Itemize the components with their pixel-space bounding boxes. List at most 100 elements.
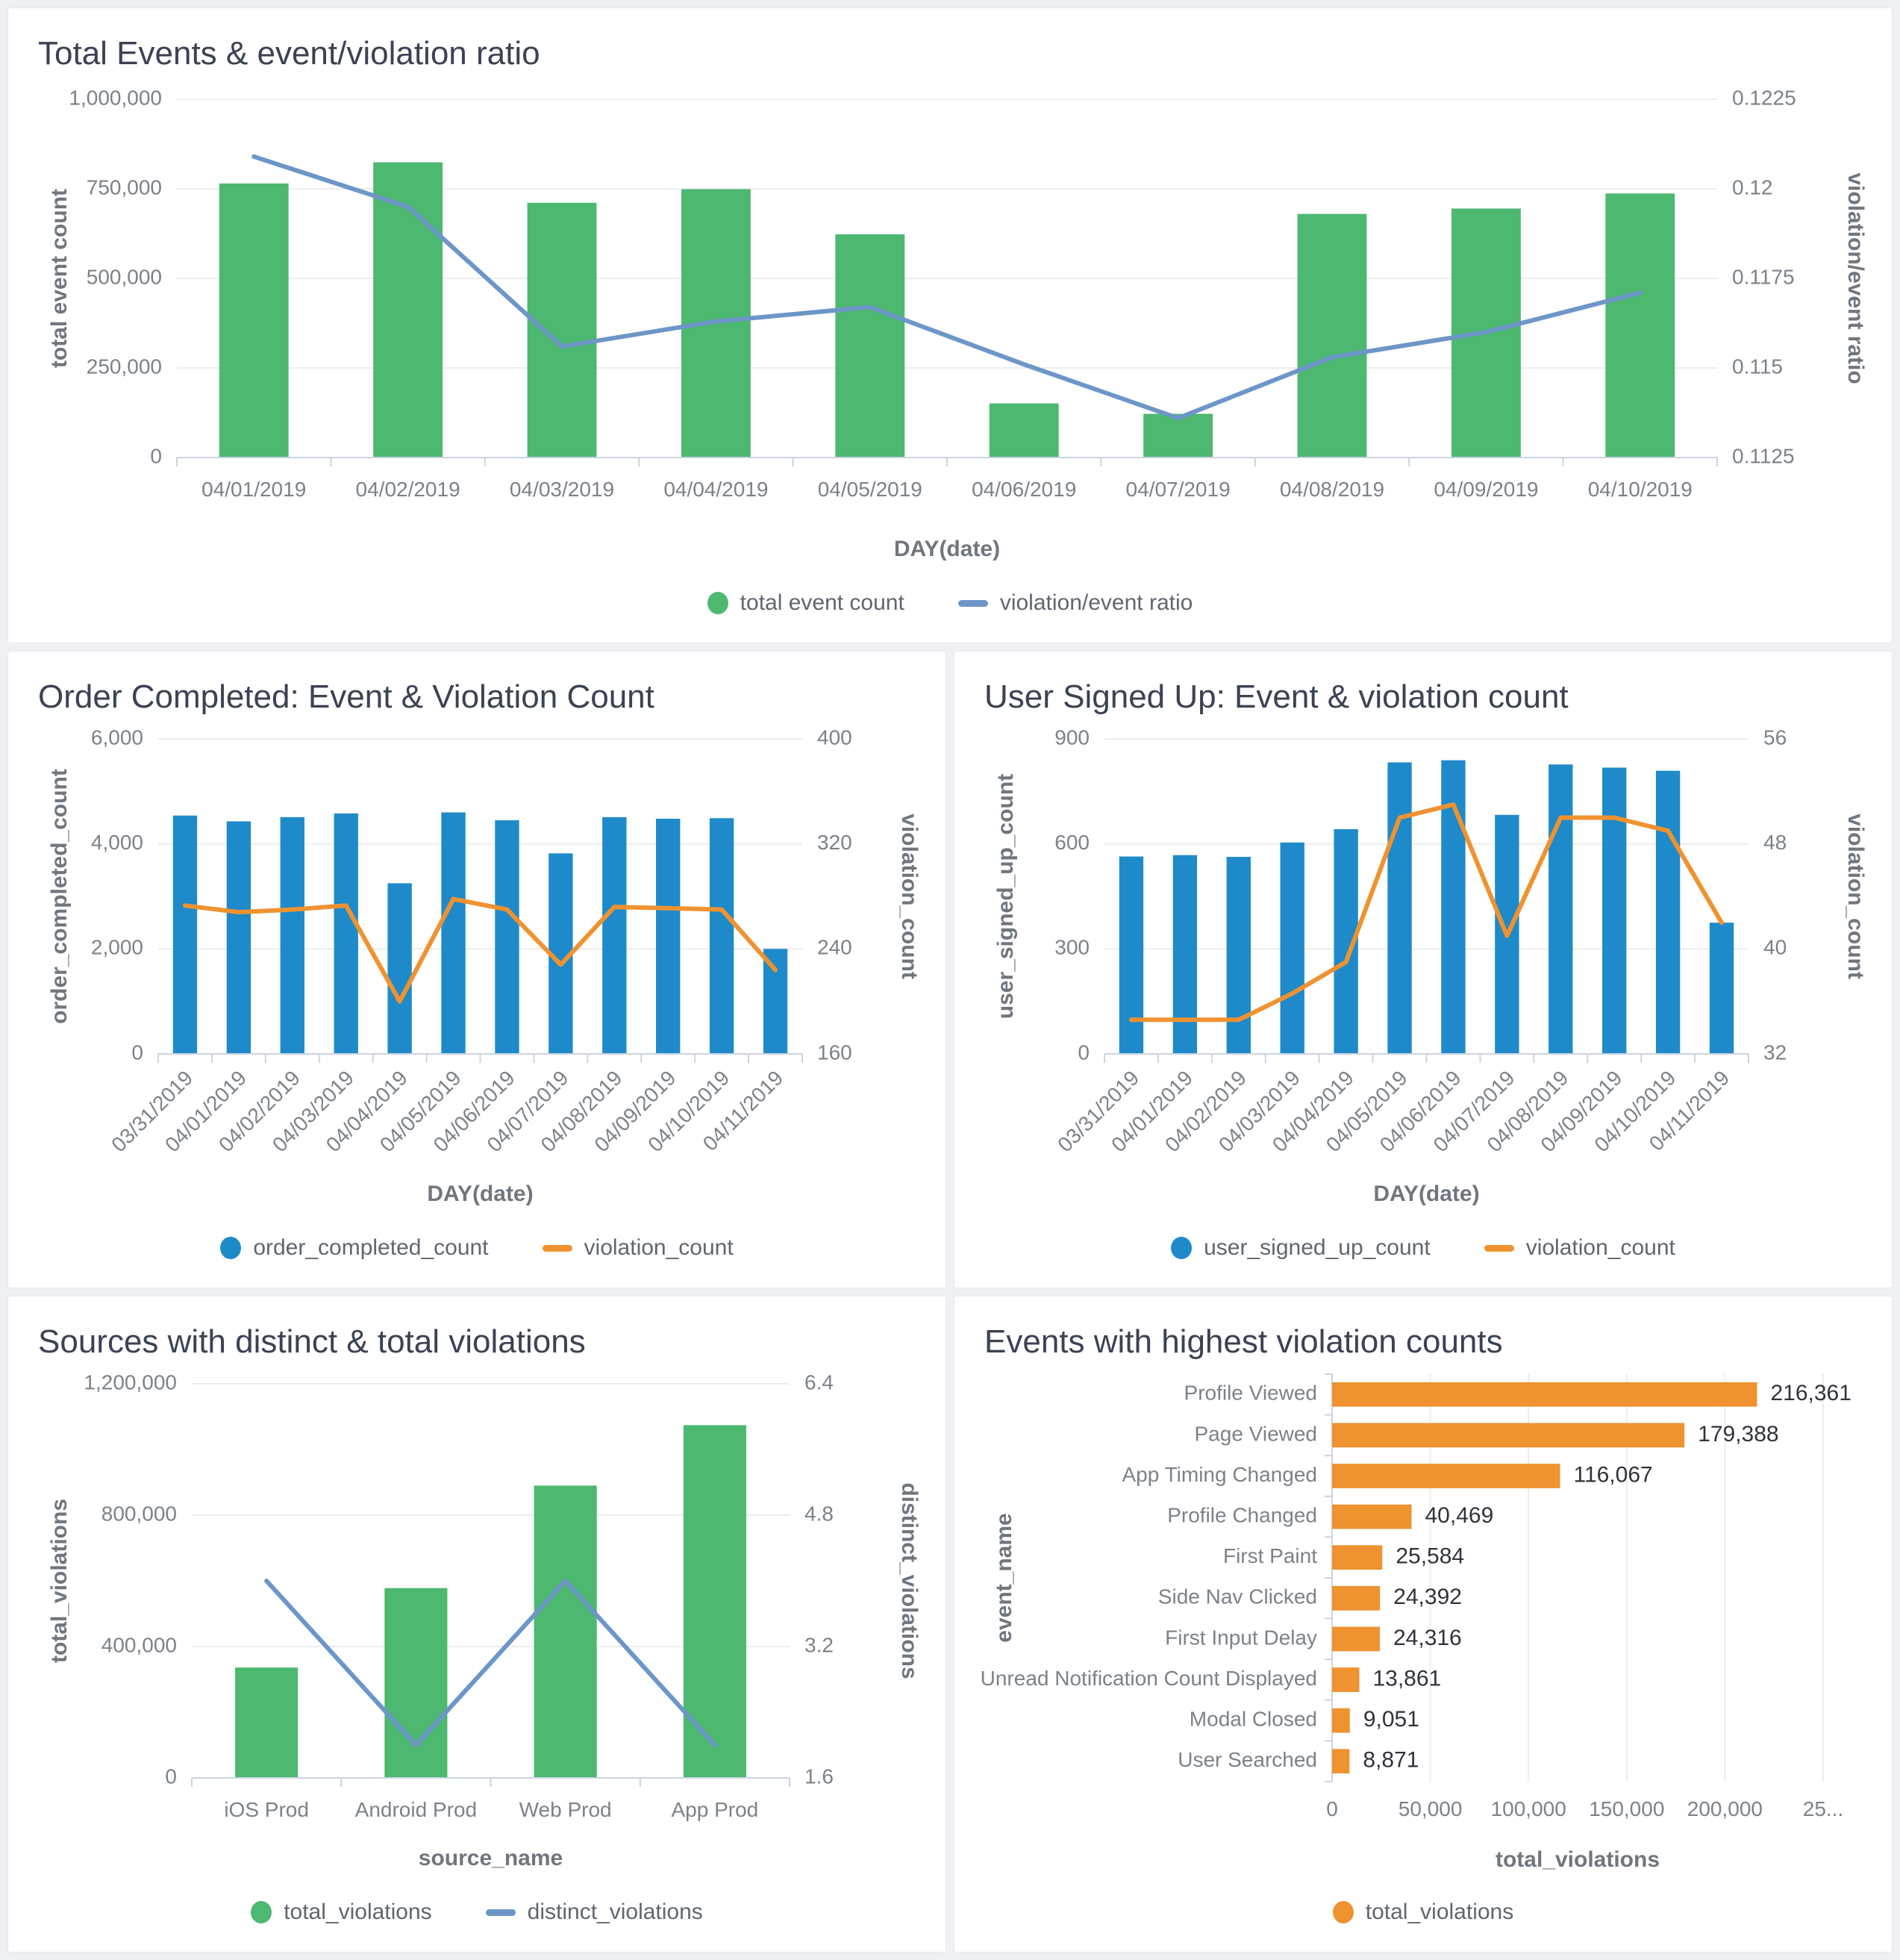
bar-total event count[interactable] [1605, 193, 1675, 458]
legend-label: user_signed_up_count [1204, 1235, 1431, 1260]
bar-total event count[interactable] [1143, 413, 1213, 458]
bar-value-label: 116,067 [1573, 1462, 1652, 1487]
y-axis-category-label: Modal Closed [1190, 1707, 1317, 1730]
bar-order_completed_count[interactable] [334, 813, 358, 1054]
legend-item-user_signed_up_count[interactable]: user_signed_up_count [1171, 1235, 1431, 1261]
legend-item-violation_count[interactable]: violation_count [542, 1235, 734, 1261]
hbar-Modal Closed[interactable] [1332, 1708, 1350, 1733]
hbar-First Input Delay[interactable] [1332, 1626, 1380, 1652]
hbar-Page Viewed[interactable] [1332, 1423, 1685, 1448]
bar-user_signed_up_count[interactable] [1602, 767, 1627, 1054]
bar-order_completed_count[interactable] [226, 821, 251, 1054]
bar-total event count[interactable] [373, 162, 443, 458]
legend-item-violation/event ratio[interactable]: violation/event ratio [957, 590, 1193, 616]
x-axis-category-label: 04/06/2019 [972, 478, 1076, 501]
x-axis-category-label: 04/02/2019 [356, 478, 460, 501]
line-violation/event ratio[interactable] [251, 154, 1643, 421]
bar-value-label: 179,388 [1698, 1422, 1778, 1446]
bar-total event count[interactable] [219, 183, 289, 458]
x-axis-title: source_name [419, 1846, 563, 1870]
legend-line-swatch-icon [485, 1908, 516, 1916]
bar-user_signed_up_count[interactable] [1119, 856, 1144, 1054]
chart-title-total-events: Total Events & event/violation ratio [38, 35, 540, 72]
x-axis-category-label: Android Prod [355, 1798, 477, 1821]
right-axis-title: distinct_violations [897, 1482, 920, 1679]
y-axis-category-label: First Paint [1223, 1544, 1317, 1567]
bar-order_completed_count[interactable] [656, 818, 681, 1054]
bar-total_violations[interactable] [235, 1667, 299, 1778]
left-axis-tick-label: 0 [150, 444, 162, 467]
total-events-chart-canvas[interactable]: 0 250,000 500,000 750,000 1,000,000 0.1125 0.1… [35, 77, 1866, 569]
line-distinct_violations[interactable] [264, 1579, 717, 1747]
chart-title-sources: Sources with distinct & total violations [38, 1323, 586, 1360]
x-axis-category-label: 04/07/2019 [1126, 478, 1231, 501]
hbar-Profile Viewed[interactable] [1332, 1382, 1757, 1407]
legend-item-violation_count[interactable]: violation_count [1484, 1235, 1675, 1261]
hbar-Side Nav Clicked[interactable] [1332, 1585, 1381, 1611]
legend-circle-swatch-icon [251, 1901, 272, 1923]
left-axis-tick-label: 250,000 [87, 355, 162, 378]
y-axis-category-label: Profile Changed [1167, 1503, 1317, 1526]
bar-user_signed_up_count[interactable] [1172, 855, 1198, 1054]
legend-item-total_violations[interactable]: total_violations [1332, 1900, 1513, 1925]
hbar-User Searched[interactable] [1332, 1749, 1350, 1774]
left-axis-tick-label: 4,000 [91, 831, 143, 854]
sources-violations-chart-canvas[interactable]: 0 400,000 800,000 1,200,000 1.6 3.2 4.8 6.4 iOS … [35, 1365, 920, 1879]
bar-user_signed_up_count[interactable] [1655, 770, 1681, 1054]
bar-total event count[interactable] [835, 234, 905, 458]
x-axis-tick-label: 150,000 [1589, 1797, 1664, 1820]
hbar-App Timing Changed[interactable] [1332, 1464, 1560, 1488]
bar-user_signed_up_count[interactable] [1387, 762, 1412, 1054]
left-axis-tick-label: 6,000 [91, 725, 143, 749]
user-signed-up-chart-canvas[interactable]: 03006009003240485603/31/201904/01/201904… [981, 720, 1866, 1214]
hbar-First Paint[interactable] [1332, 1545, 1383, 1570]
left-axis-tick-label: 400,000 [101, 1633, 177, 1656]
bar-total event count[interactable] [989, 403, 1059, 458]
legend-item-total event count[interactable]: total event count [707, 590, 904, 616]
line-violation_count[interactable] [183, 896, 778, 1004]
highest-violations-chart-canvas[interactable]: 0 50,000 100,000 150,000 200,000 25... 216,361… [981, 1365, 1866, 1879]
x-axis-category-label: Web Prod [519, 1798, 612, 1821]
left-axis-tick-label: 800,000 [101, 1502, 177, 1525]
order-completed-chart-canvas[interactable]: 02,0004,0006,00016024032040003/31/201904… [35, 720, 920, 1214]
x-axis-category-label: 04/09/2019 [1434, 478, 1538, 501]
y-axis-category-label: Unread Notification Count Displayed [981, 1667, 1317, 1690]
card-order-completed: Order Completed: Event & Violation Count… [7, 651, 946, 1288]
right-axis-tick-label: 56 [1763, 725, 1787, 749]
bar-user_signed_up_count[interactable] [1226, 857, 1251, 1054]
x-axis-tick-label: 25... [1803, 1797, 1843, 1820]
legend-item-total_violations[interactable]: total_violations [251, 1900, 432, 1925]
line-violation_count[interactable] [1129, 802, 1724, 1023]
hbar-Unread Notification Count Displayed[interactable] [1332, 1667, 1360, 1692]
bar-total_violations[interactable] [384, 1588, 448, 1778]
bar-user_signed_up_count[interactable] [1549, 764, 1573, 1054]
bar-order_completed_count[interactable] [441, 812, 466, 1054]
right-axis-tick-label: 0.1125 [1732, 444, 1795, 467]
right-axis-tick-label: 48 [1763, 831, 1787, 854]
bar-order_completed_count[interactable] [602, 817, 627, 1054]
bar-total event count[interactable] [527, 202, 597, 458]
legend-item-order_completed_count[interactable]: order_completed_count [220, 1235, 489, 1261]
bar-user_signed_up_count[interactable] [1709, 923, 1734, 1054]
legend-item-distinct_violations[interactable]: distinct_violations [485, 1900, 703, 1925]
x-axis-title: DAY(date) [1373, 1182, 1479, 1206]
x-axis-title: DAY(date) [427, 1182, 533, 1206]
bar-order_completed_count[interactable] [495, 820, 519, 1054]
hbar-Profile Changed[interactable] [1332, 1504, 1412, 1529]
bar-order_completed_count[interactable] [172, 815, 198, 1054]
bar-total event count[interactable] [1297, 213, 1367, 458]
bar-order_completed_count[interactable] [387, 883, 412, 1054]
bar-user_signed_up_count[interactable] [1280, 842, 1304, 1054]
x-axis-category-label: 04/04/2019 [663, 478, 768, 501]
bar-order_completed_count[interactable] [763, 949, 788, 1054]
x-axis-category-label: iOS Prod [224, 1798, 309, 1821]
right-axis-tick-label: 1.6 [804, 1764, 834, 1788]
left-axis-tick-label: 0 [1078, 1040, 1090, 1064]
bar-total_violations[interactable] [534, 1485, 597, 1778]
right-axis-tick-label: 6.4 [804, 1370, 834, 1393]
bar-total_violations[interactable] [683, 1425, 746, 1778]
order-completed-legend: order_completed_count violation_count [35, 1235, 919, 1261]
right-axis-tick-label: 240 [817, 936, 852, 959]
bar-order_completed_count[interactable] [280, 817, 304, 1054]
bar-order_completed_count[interactable] [709, 818, 734, 1054]
